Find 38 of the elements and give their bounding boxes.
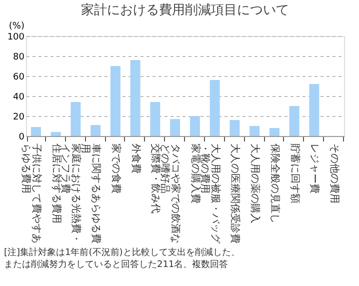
x-tick-label: タバコや家での飲酒などの嗜好品	[159, 144, 182, 244]
bar	[70, 102, 81, 136]
bar	[90, 125, 101, 136]
bar	[230, 120, 240, 136]
x-tick-label: 家電の購入費	[189, 144, 202, 204]
x-tick-label: 住居に対する費用	[50, 144, 62, 224]
bar	[130, 60, 140, 136]
bar	[170, 119, 180, 136]
x-tick-label: 子供に対して費やすあらゆる費用	[20, 144, 42, 244]
x-tick-label: 大人の医療関係受診費	[229, 144, 242, 244]
x-tick-label: 家での食費	[110, 144, 122, 194]
y-tick-label: 0	[18, 132, 25, 142]
y-axis-title: (%)	[8, 22, 24, 32]
y-tick-label: 40	[13, 92, 25, 102]
bar	[269, 128, 280, 136]
chart-title: 家計における費用削減項目について	[81, 2, 289, 18]
bar	[289, 106, 300, 136]
x-tick-label: 大人用の薬の購入	[249, 144, 262, 224]
y-tick-label: 100	[7, 32, 25, 42]
bar	[50, 132, 61, 136]
bar	[210, 80, 220, 136]
y-tick-label: 60	[13, 72, 25, 82]
x-tick-label: レジャー費	[308, 144, 321, 194]
x-tick-label: 外食費	[130, 144, 142, 174]
text: [注]集計対象は1年前(不況前)と比較して支出を削減した、	[4, 247, 240, 258]
y-tick-label: 80	[13, 52, 25, 62]
x-tick-label: 貯蓄に回す額	[288, 144, 301, 204]
bar	[190, 116, 200, 136]
bar	[309, 84, 320, 136]
x-tick-label: その他の費用	[328, 144, 341, 204]
bar	[250, 126, 260, 136]
x-tick-label: 交際費・飲み代	[150, 144, 162, 214]
y-tick-label: 20	[13, 112, 25, 122]
bar	[150, 102, 160, 136]
text: または削減努力をしていると回答した211名、複数回答	[4, 259, 228, 270]
bar	[110, 66, 120, 136]
x-tick-label: 保険全般の見直し	[268, 144, 281, 224]
bar	[30, 127, 41, 136]
